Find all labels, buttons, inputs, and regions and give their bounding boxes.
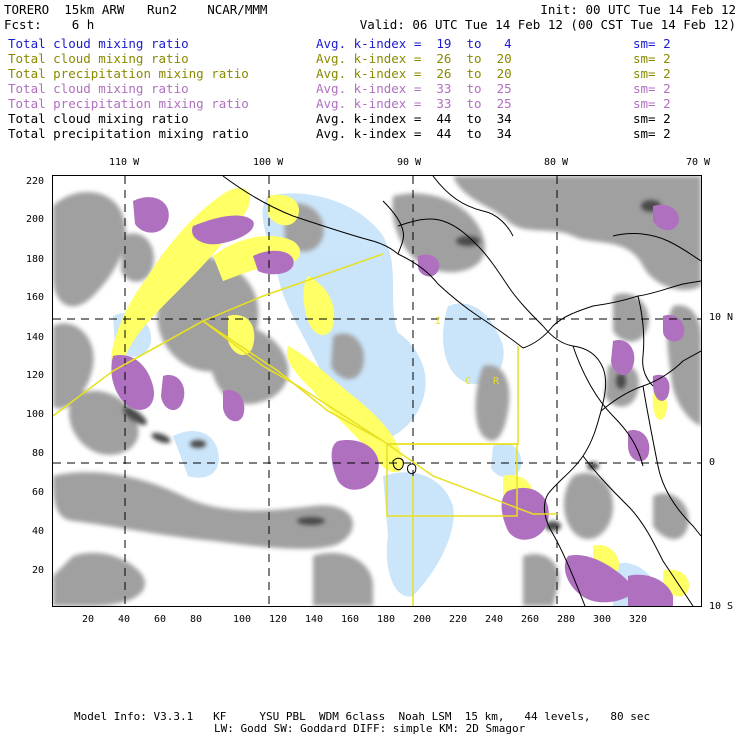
x-tick: 80 — [190, 614, 203, 625]
legend-smoothing: sm= 2 — [633, 96, 671, 111]
legend-index: Avg. k-index = 33 to 25 — [316, 96, 512, 111]
legend-smoothing: sm= 2 — [633, 126, 671, 141]
y-tick: 220 — [26, 176, 45, 187]
x-tick: 200 — [413, 614, 432, 625]
x-tick: 320 — [629, 614, 648, 625]
y-tick: 40 — [32, 526, 45, 537]
x-tick: 120 — [269, 614, 288, 625]
y-tick: 20 — [32, 565, 45, 576]
init-time: Init: 00 UTC Tue 14 Feb 12 — [540, 2, 736, 17]
x-tick: 260 — [521, 614, 540, 625]
cloud-field-purple — [111, 197, 685, 606]
legend-index: Avg. k-index = 26 to 20 — [316, 66, 512, 81]
box-letters: I C R — [435, 316, 500, 387]
y-tick: 180 — [26, 254, 45, 265]
legend-label: Total cloud mixing ratio — [8, 81, 189, 96]
legend-row: Total cloud mixing ratio Avg. k-index = … — [8, 111, 671, 126]
y-tick: 160 — [26, 292, 45, 303]
box-letter: I — [435, 316, 441, 327]
x-tick: 140 — [305, 614, 324, 625]
legend-index: Avg. k-index = 26 to 20 — [316, 51, 512, 66]
legend-row: Total cloud mixing ratio Avg. k-index = … — [8, 51, 671, 66]
x-tick: 20 — [82, 614, 95, 625]
lat-lon-grid — [53, 176, 701, 606]
legend-label: Total precipitation mixing ratio — [8, 66, 249, 81]
legend-label: Total cloud mixing ratio — [8, 51, 189, 66]
y-tick: 100 — [26, 409, 45, 420]
legend-smoothing: sm= 2 — [633, 36, 671, 51]
legend-index: Avg. k-index = 44 to 34 — [316, 126, 512, 141]
y-tick: 200 — [26, 214, 45, 225]
legend-label: Total precipitation mixing ratio — [8, 96, 249, 111]
valid-time: Valid: 06 UTC Tue 14 Feb 12 (00 CST Tue … — [359, 17, 736, 32]
x-tick: 40 — [118, 614, 131, 625]
legend-row: Total precipitation mixing ratio Avg. k-… — [8, 126, 671, 141]
legend-row: Total cloud mixing ratio Avg. k-index = … — [8, 81, 671, 96]
lat-label: 10 N — [709, 312, 734, 323]
forecast-hour: Fcst: 6 h — [4, 17, 95, 32]
x-tick: 160 — [341, 614, 360, 625]
coastlines — [222, 176, 701, 606]
legend-smoothing: sm= 2 — [633, 111, 671, 126]
model-info: Model Info: V3.3.1 KF YSU PBL WDM 6class… — [74, 710, 651, 723]
lon-label: 90 W — [397, 157, 422, 168]
lon-label: 100 W — [253, 157, 284, 168]
y-tick: 80 — [32, 448, 45, 459]
y-tick: 120 — [26, 370, 45, 381]
physics-info: LW: Godd SW: Goddard DIFF: simple KM: 2D… — [214, 722, 526, 735]
cloud-field-gray — [53, 176, 701, 606]
x-tick: 220 — [449, 614, 468, 625]
legend-label: Total precipitation mixing ratio — [8, 126, 249, 141]
legend-label: Total cloud mixing ratio — [8, 111, 189, 126]
x-tick: 280 — [557, 614, 576, 625]
flight-track-boxes — [53, 253, 558, 606]
legend-smoothing: sm= 2 — [633, 51, 671, 66]
lat-label: 0 — [709, 457, 716, 468]
x-tick: 60 — [154, 614, 167, 625]
legend-row: Total cloud mixing ratio Avg. k-index = … — [8, 36, 671, 51]
legend-smoothing: sm= 2 — [633, 81, 671, 96]
box-letter: R — [493, 376, 500, 387]
lat-label: 10 S — [709, 601, 734, 612]
legend-label: Total cloud mixing ratio — [8, 36, 189, 51]
legend-smoothing: sm= 2 — [633, 66, 671, 81]
lon-label: 110 W — [109, 157, 140, 168]
legend-index: Avg. k-index = 19 to 4 — [316, 36, 512, 51]
box-letter: C — [465, 376, 471, 387]
x-tick: 180 — [377, 614, 396, 625]
legend-index: Avg. k-index = 33 to 25 — [316, 81, 512, 96]
header-title: TORERO 15km ARW Run2 NCAR/MMM — [4, 2, 268, 17]
y-tick: 140 — [26, 332, 45, 343]
y-tick: 60 — [32, 487, 45, 498]
lon-label: 80 W — [544, 157, 569, 168]
legend-index: Avg. k-index = 44 to 34 — [316, 111, 512, 126]
legend-row: Total precipitation mixing ratio Avg. k-… — [8, 66, 671, 81]
x-tick: 100 — [233, 614, 252, 625]
x-tick: 240 — [485, 614, 504, 625]
map-plot: I C R — [52, 175, 702, 607]
legend-row: Total precipitation mixing ratio Avg. k-… — [8, 96, 671, 111]
x-tick: 300 — [593, 614, 612, 625]
lon-label: 70 W — [686, 157, 711, 168]
